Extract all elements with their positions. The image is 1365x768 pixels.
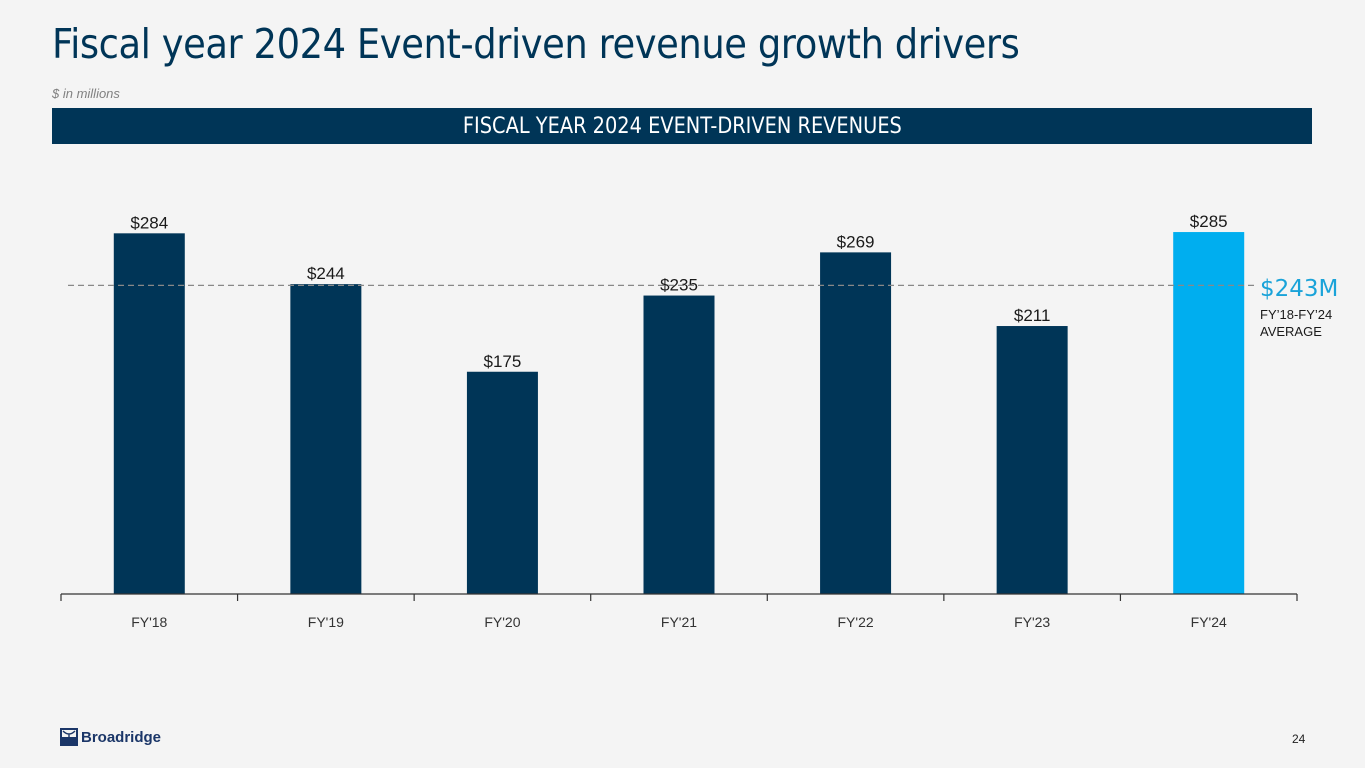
units-note: $ in millions <box>52 86 120 101</box>
x-tick-label: FY'23 <box>1014 614 1050 630</box>
bar-FY'19 <box>290 284 362 594</box>
broadridge-logo-icon <box>60 728 78 746</box>
average-label-period: FY’18-FY’24 <box>1260 307 1333 322</box>
bar-FY'20 <box>466 371 538 594</box>
bar-FY'22 <box>820 252 892 594</box>
chart-banner: FISCAL YEAR 2024 EVENT-DRIVEN REVENUES <box>52 108 1312 144</box>
data-label: $244 <box>307 264 345 283</box>
bar-FY'24 <box>1173 232 1245 595</box>
data-label: $211 <box>1014 306 1051 325</box>
data-label: $269 <box>837 232 875 251</box>
bar-FY'21 <box>643 295 715 594</box>
bar-FY'23 <box>996 326 1068 594</box>
data-label: $284 <box>130 213 168 232</box>
bar-FY'18 <box>113 233 185 594</box>
broadridge-logo: Broadridge <box>60 728 161 746</box>
x-tick-label: FY'21 <box>661 614 697 630</box>
average-label-text: AVERAGE <box>1260 324 1322 339</box>
x-tick-label: FY'24 <box>1191 614 1227 630</box>
average-value: $243M <box>1260 276 1339 302</box>
data-label: $175 <box>484 352 522 371</box>
data-label: $285 <box>1190 212 1228 231</box>
average-label: FY’18-FY’24 AVERAGE <box>1260 306 1360 340</box>
broadridge-logo-text: Broadridge <box>81 728 162 746</box>
page-number: 24 <box>1292 732 1306 746</box>
x-tick-label: FY'19 <box>308 614 344 630</box>
chart-banner-text: FISCAL YEAR 2024 EVENT-DRIVEN REVENUES <box>462 114 902 139</box>
x-tick-label: FY'20 <box>484 614 520 630</box>
x-tick-label: FY'22 <box>838 614 874 630</box>
x-tick-label: FY'18 <box>131 614 167 630</box>
page-title: Fiscal year 2024 Event-driven revenue gr… <box>52 20 1020 68</box>
